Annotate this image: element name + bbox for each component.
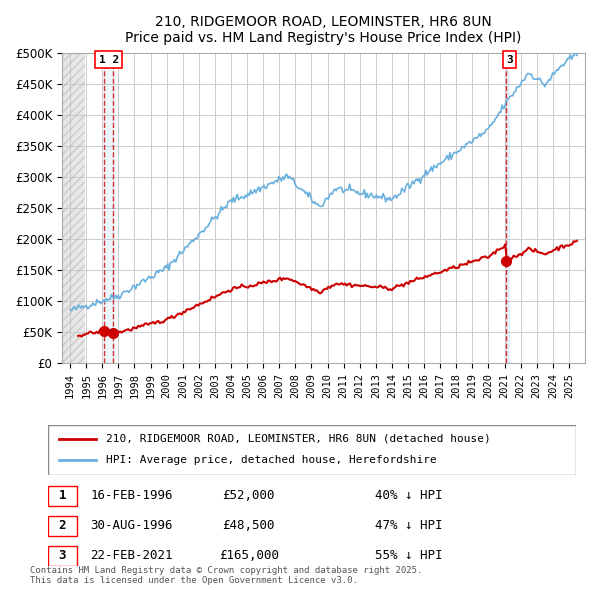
Text: 1 2: 1 2 (98, 54, 119, 64)
Text: HPI: Average price, detached house, Herefordshire: HPI: Average price, detached house, Here… (106, 455, 437, 465)
Text: 3: 3 (59, 549, 66, 562)
FancyBboxPatch shape (48, 486, 77, 506)
Text: 40% ↓ HPI: 40% ↓ HPI (376, 489, 443, 502)
Text: 2: 2 (59, 519, 66, 532)
Bar (506, 53, 509, 363)
Text: Contains HM Land Registry data © Crown copyright and database right 2025.
This d: Contains HM Land Registry data © Crown c… (30, 566, 422, 585)
Bar (62, 53, 85, 363)
Text: 22-FEB-2021: 22-FEB-2021 (90, 549, 173, 562)
Text: 30-AUG-1996: 30-AUG-1996 (90, 519, 173, 532)
FancyBboxPatch shape (48, 516, 77, 536)
Text: 210, RIDGEMOOR ROAD, LEOMINSTER, HR6 8UN (detached house): 210, RIDGEMOOR ROAD, LEOMINSTER, HR6 8UN… (106, 434, 491, 444)
FancyBboxPatch shape (48, 425, 576, 475)
Title: 210, RIDGEMOOR ROAD, LEOMINSTER, HR6 8UN
Price paid vs. HM Land Registry's House: 210, RIDGEMOOR ROAD, LEOMINSTER, HR6 8UN… (125, 15, 522, 45)
Text: 55% ↓ HPI: 55% ↓ HPI (376, 549, 443, 562)
Text: 16-FEB-1996: 16-FEB-1996 (90, 489, 173, 502)
FancyBboxPatch shape (48, 546, 77, 566)
Text: 1: 1 (59, 489, 66, 502)
Bar (104, 53, 113, 363)
Text: £48,500: £48,500 (223, 519, 275, 532)
Text: £165,000: £165,000 (218, 549, 278, 562)
Text: 3: 3 (506, 54, 513, 64)
Text: 47% ↓ HPI: 47% ↓ HPI (376, 519, 443, 532)
Text: £52,000: £52,000 (223, 489, 275, 502)
